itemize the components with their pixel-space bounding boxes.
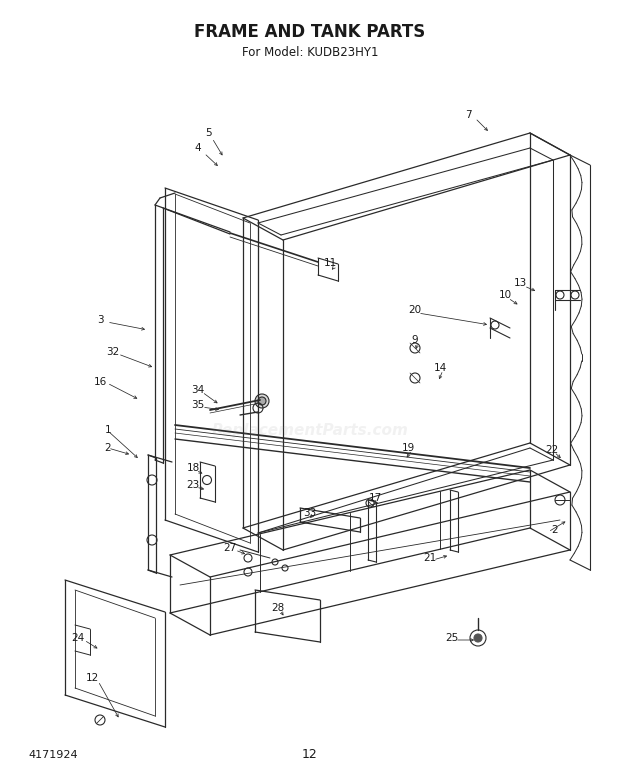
Text: 7: 7	[464, 110, 471, 120]
Text: 16: 16	[94, 377, 107, 387]
Text: 25: 25	[445, 633, 459, 643]
Text: 17: 17	[368, 493, 382, 503]
Text: FRAME AND TANK PARTS: FRAME AND TANK PARTS	[195, 23, 425, 41]
Text: 27: 27	[223, 543, 237, 553]
Text: 22: 22	[546, 445, 559, 455]
Text: For Model: KUDB23HY1: For Model: KUDB23HY1	[242, 45, 378, 58]
Text: 20: 20	[409, 305, 422, 315]
Text: 4: 4	[195, 143, 202, 153]
Text: 9: 9	[412, 335, 418, 345]
Text: 2: 2	[552, 525, 559, 535]
Text: 32: 32	[107, 347, 120, 357]
Text: 21: 21	[423, 553, 436, 563]
Text: 2: 2	[105, 443, 112, 453]
Text: 12: 12	[86, 673, 99, 683]
Text: 28: 28	[272, 603, 285, 613]
Circle shape	[474, 634, 482, 642]
Text: 33: 33	[303, 508, 317, 518]
Text: 23: 23	[187, 480, 200, 490]
Text: 24: 24	[71, 633, 84, 643]
Text: 4171924: 4171924	[28, 750, 78, 760]
Text: 10: 10	[498, 290, 511, 300]
Text: 12: 12	[302, 748, 318, 762]
Text: 5: 5	[205, 128, 211, 138]
Circle shape	[258, 397, 266, 405]
Text: 18: 18	[187, 463, 200, 473]
Text: 11: 11	[324, 258, 337, 268]
Circle shape	[255, 394, 269, 408]
Text: 13: 13	[513, 278, 526, 288]
Text: 35: 35	[192, 400, 205, 410]
Text: 34: 34	[192, 385, 205, 395]
Text: 14: 14	[433, 363, 446, 373]
Text: 1: 1	[105, 425, 112, 435]
Text: 19: 19	[401, 443, 415, 453]
Text: ReplacementParts.com: ReplacementParts.com	[211, 422, 409, 437]
Text: 3: 3	[97, 315, 104, 325]
